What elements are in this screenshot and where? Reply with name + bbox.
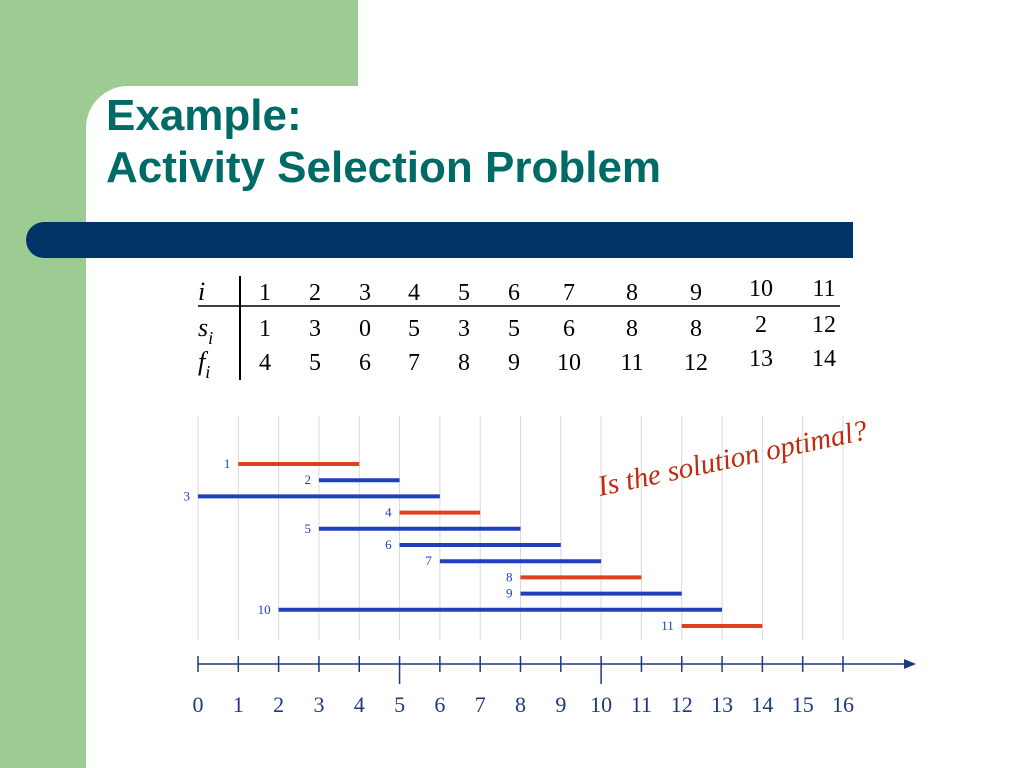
row-header-si: si bbox=[198, 313, 213, 348]
title-line-1: Example: bbox=[106, 91, 302, 140]
tick-label: 16 bbox=[832, 692, 854, 717]
title-line-2: Activity Selection Problem bbox=[106, 143, 662, 192]
table-cell: 8 bbox=[690, 316, 702, 342]
tick-label: 9 bbox=[555, 692, 566, 717]
tick-label: 5 bbox=[394, 692, 405, 717]
table-cell: 7 bbox=[408, 350, 420, 376]
table-cell: 12 bbox=[684, 350, 708, 376]
tick-label: 7 bbox=[475, 692, 486, 717]
tick-label: 12 bbox=[671, 692, 693, 717]
table-cell: 10 bbox=[749, 276, 773, 302]
table-cell: 0 bbox=[359, 316, 371, 342]
axis-arrowhead bbox=[904, 659, 916, 669]
slide-title: Example: Activity Selection Problem bbox=[106, 90, 661, 194]
table-cell: 3 bbox=[309, 316, 321, 342]
activity-label: 1 bbox=[224, 456, 231, 471]
table-cell: 5 bbox=[458, 280, 470, 306]
table-cell: 3 bbox=[458, 316, 470, 342]
table-cell: 1 bbox=[259, 316, 271, 342]
tick-label: 2 bbox=[273, 692, 284, 717]
table-cell: 8 bbox=[626, 280, 638, 306]
row-header-fi: fi bbox=[198, 347, 210, 382]
table-cell: 13 bbox=[749, 346, 773, 372]
axis-tick-labels: 0 1 2 3 4 5 6 7 8 9 10 11 12 13 14 15 16 bbox=[193, 692, 855, 717]
activity-label: 8 bbox=[506, 569, 513, 584]
tick-label: 6 bbox=[434, 692, 445, 717]
activity-label: 9 bbox=[506, 586, 513, 601]
tick-label: 15 bbox=[792, 692, 814, 717]
table-cell: 5 bbox=[508, 316, 520, 342]
activity-label: 7 bbox=[425, 553, 432, 568]
activity-bars: 1 2 3 4 5 6 7 8 9 10 11 bbox=[184, 456, 763, 633]
table-cell: 10 bbox=[557, 350, 581, 376]
table-cell: 11 bbox=[620, 350, 643, 376]
activity-label: 2 bbox=[304, 472, 311, 487]
table-cell: 8 bbox=[626, 316, 638, 342]
tick-label: 3 bbox=[313, 692, 324, 717]
optimality-question: Is the solution optimal? bbox=[594, 414, 871, 503]
table-cell: 4 bbox=[259, 350, 271, 376]
activity-label: 6 bbox=[385, 537, 392, 552]
row-header-i: i bbox=[198, 277, 205, 306]
table-cell: 5 bbox=[309, 350, 321, 376]
table-cell: 8 bbox=[458, 350, 470, 376]
table-cell: 6 bbox=[563, 316, 575, 342]
tick-label: 10 bbox=[590, 692, 612, 717]
tick-label: 11 bbox=[631, 692, 652, 717]
table-cell: 9 bbox=[690, 280, 702, 306]
table-cell: 4 bbox=[408, 280, 420, 306]
table-cell: 11 bbox=[812, 276, 835, 302]
activity-label: 11 bbox=[661, 618, 674, 633]
tick-label: 1 bbox=[233, 692, 244, 717]
table-cell: 2 bbox=[755, 312, 767, 338]
table-cell: 14 bbox=[812, 346, 836, 372]
table-cell: 12 bbox=[812, 312, 836, 338]
table-cell: 2 bbox=[309, 280, 321, 306]
table-cell: 7 bbox=[563, 280, 575, 306]
tick-label: 8 bbox=[515, 692, 526, 717]
activity-label: 4 bbox=[385, 505, 392, 520]
title-divider-banner bbox=[26, 222, 853, 258]
table-cell: 3 bbox=[359, 280, 371, 306]
table-cell: 1 bbox=[259, 280, 271, 306]
content-card bbox=[86, 86, 1024, 768]
activity-label: 3 bbox=[184, 488, 191, 503]
table-cell: 5 bbox=[408, 316, 420, 342]
tick-label: 14 bbox=[751, 692, 773, 717]
table-cell: 6 bbox=[359, 350, 371, 376]
tick-label: 0 bbox=[193, 692, 204, 717]
tick-label: 4 bbox=[354, 692, 365, 717]
table-cell: 6 bbox=[508, 280, 520, 306]
tick-label: 13 bbox=[711, 692, 733, 717]
activity-label: 10 bbox=[258, 602, 271, 617]
activity-label: 5 bbox=[304, 521, 311, 536]
time-axis bbox=[197, 656, 916, 684]
table-cell: 9 bbox=[508, 350, 520, 376]
